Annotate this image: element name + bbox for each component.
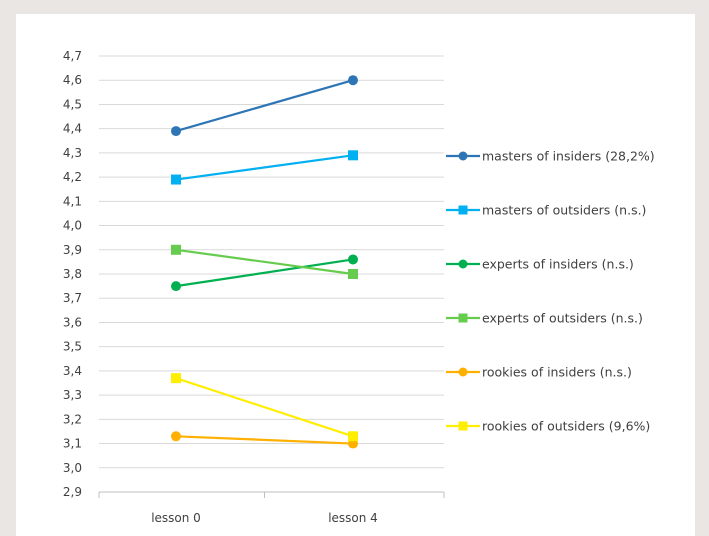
y-tick-label: 3,0 bbox=[63, 461, 82, 475]
legend-marker bbox=[458, 313, 468, 323]
series-line bbox=[175, 435, 354, 445]
legend-item: experts of outsiders (n.s.) bbox=[446, 311, 643, 326]
series-line bbox=[175, 248, 354, 276]
series-lines bbox=[171, 75, 358, 449]
legend-label: experts of outsiders (n.s.) bbox=[482, 311, 643, 326]
y-tick-label: 4,4 bbox=[63, 122, 82, 136]
y-tick-label: 2,9 bbox=[63, 485, 82, 499]
data-point bbox=[171, 126, 181, 137]
series-3 bbox=[171, 244, 358, 279]
series-line bbox=[175, 377, 354, 438]
y-tick-label: 4,5 bbox=[63, 97, 82, 111]
legend-item: masters of outsiders (n.s.) bbox=[446, 203, 646, 218]
series-line bbox=[175, 79, 354, 133]
series-line bbox=[175, 258, 354, 288]
x-tick-label: lesson 0 bbox=[151, 511, 201, 525]
data-point bbox=[171, 174, 181, 185]
data-point bbox=[348, 150, 358, 161]
series-0 bbox=[171, 75, 358, 137]
line-chart: 2,9 3,0 3,1 3,2 3,3 3,4 3,5 3,6 3,7 3,8 3,9 4,0 4,1 4… bbox=[63, 49, 655, 525]
legend-item: experts of insiders (n.s.) bbox=[446, 257, 634, 272]
data-point bbox=[348, 269, 358, 279]
series-line bbox=[175, 154, 354, 181]
legend-label: masters of insiders (28,2%) bbox=[482, 149, 655, 164]
series-4 bbox=[171, 431, 358, 449]
y-tick-labels: 2,9 3,0 3,1 3,2 3,3 3,4 3,5 3,6 3,7 3,8 3,9 4,0 4,1 4… bbox=[63, 49, 82, 499]
axes bbox=[98, 491, 445, 498]
data-point bbox=[348, 431, 358, 442]
data-point bbox=[348, 75, 358, 86]
legend-marker bbox=[458, 151, 468, 161]
legend-marker bbox=[458, 421, 468, 431]
series-1 bbox=[171, 150, 358, 185]
y-tick-label: 4,1 bbox=[63, 194, 82, 208]
y-tick-label: 3,3 bbox=[63, 388, 82, 402]
chart-panel: 2,9 3,0 3,1 3,2 3,3 3,4 3,5 3,6 3,7 3,8 3,9 4,0 4,1 4… bbox=[16, 14, 695, 536]
legend-marker bbox=[458, 259, 468, 269]
legend-marker bbox=[458, 367, 468, 377]
legend-marker bbox=[458, 205, 468, 215]
y-tick-label: 3,9 bbox=[63, 243, 82, 257]
y-tick-label: 3,1 bbox=[63, 437, 82, 451]
legend-item: rookies of insiders (n.s.) bbox=[446, 365, 632, 380]
data-point bbox=[171, 373, 181, 384]
y-tick-label: 3,5 bbox=[63, 340, 82, 354]
data-point bbox=[171, 281, 181, 292]
y-tick-label: 4,6 bbox=[63, 73, 82, 87]
y-tick-label: 4,0 bbox=[63, 219, 82, 233]
legend-item: masters of insiders (28,2%) bbox=[446, 149, 655, 164]
x-tick-labels: lesson 0 lesson 4 bbox=[151, 511, 378, 525]
y-tick-label: 3,4 bbox=[63, 364, 82, 378]
y-tick-label: 3,8 bbox=[63, 267, 82, 281]
data-point bbox=[171, 244, 181, 255]
y-tick-label: 4,3 bbox=[63, 146, 82, 160]
data-point bbox=[348, 254, 358, 265]
series-2 bbox=[171, 254, 358, 292]
gridlines bbox=[99, 55, 444, 469]
legend: masters of insiders (28,2%) masters of ou… bbox=[446, 149, 655, 434]
y-tick-label: 4,7 bbox=[63, 49, 82, 63]
x-tick-label: lesson 4 bbox=[328, 511, 378, 525]
legend-item: rookies of outsiders (9,6%) bbox=[446, 419, 650, 434]
legend-label: experts of insiders (n.s.) bbox=[482, 257, 634, 272]
y-tick-label: 4,2 bbox=[63, 170, 82, 184]
legend-label: rookies of outsiders (9,6%) bbox=[482, 419, 650, 434]
y-tick-label: 3,7 bbox=[63, 291, 82, 305]
legend-label: rookies of insiders (n.s.) bbox=[482, 365, 632, 380]
legend-label: masters of outsiders (n.s.) bbox=[482, 203, 646, 218]
y-tick-label: 3,6 bbox=[63, 315, 82, 329]
y-tick-label: 3,2 bbox=[63, 412, 82, 426]
data-point bbox=[171, 431, 181, 442]
series-5 bbox=[171, 373, 358, 442]
